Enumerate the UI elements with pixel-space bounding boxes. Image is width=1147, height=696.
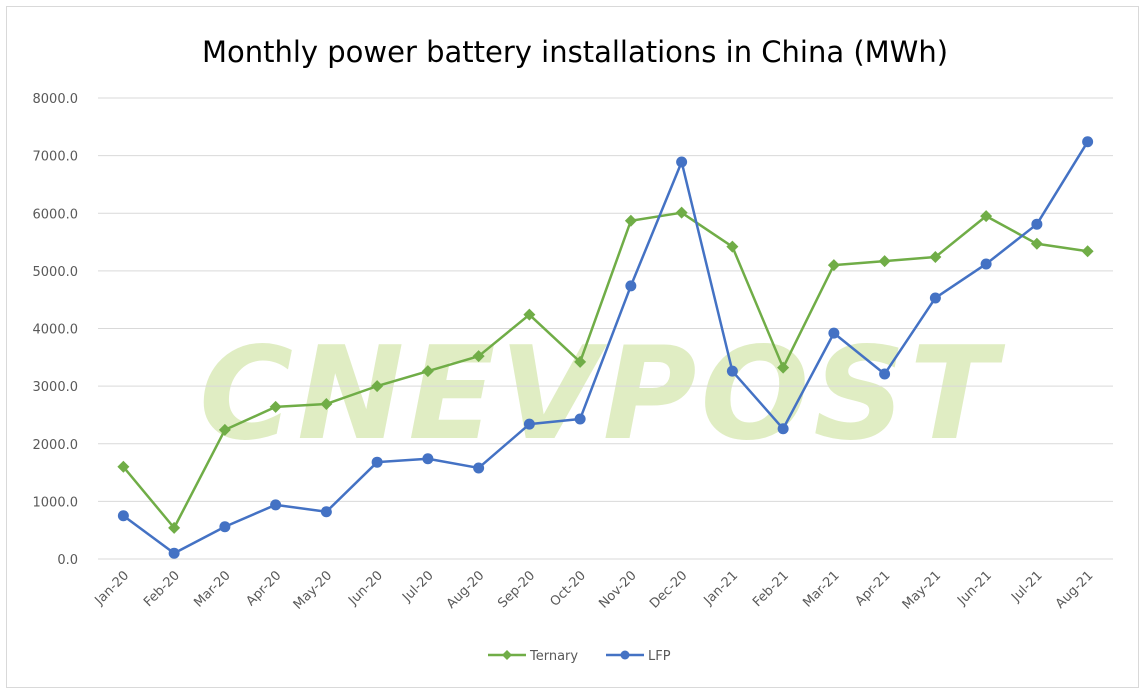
data-point-lfp	[777, 423, 789, 435]
y-tick-label: 3000.0	[33, 380, 79, 395]
data-point-ternary	[574, 355, 587, 368]
series-line-ternary	[122, 211, 1088, 530]
data-point-ternary	[878, 255, 891, 268]
data-point-lfp	[523, 418, 535, 430]
x-tick-label: May-21	[900, 568, 944, 612]
y-tick-label: 1000.0	[33, 495, 79, 510]
data-point-ternary	[269, 400, 282, 413]
x-tick-label: Mar-20	[191, 568, 233, 610]
data-point-ternary	[777, 361, 790, 374]
chart-border	[6, 6, 1139, 688]
data-point-ternary	[675, 206, 688, 219]
x-tick-label: Aug-20	[444, 568, 488, 612]
y-tick-label: 2000.0	[33, 438, 79, 453]
x-tick-label: Mar-21	[800, 568, 842, 610]
x-tick-label: Jul-20	[399, 568, 436, 605]
series-line-lfp	[122, 141, 1089, 555]
data-point-ternary	[117, 460, 130, 473]
data-point-lfp	[574, 413, 586, 425]
x-tick-label: Jun-21	[954, 568, 995, 609]
x-tick-label: Jan-21	[701, 568, 742, 609]
data-point-lfp	[625, 280, 637, 292]
data-point-lfp	[929, 292, 941, 304]
y-tick-label: 7000.0	[33, 150, 79, 165]
data-point-ternary	[371, 380, 384, 393]
legend-marker-icon	[502, 650, 512, 660]
data-point-ternary	[726, 240, 739, 253]
data-point-ternary	[1030, 237, 1043, 250]
data-point-ternary	[472, 350, 485, 363]
x-tick-label: May-20	[291, 568, 335, 612]
data-point-ternary	[980, 210, 993, 223]
data-point-lfp	[726, 365, 738, 377]
data-point-ternary	[421, 365, 434, 378]
x-tick-label: Apr-20	[244, 568, 285, 609]
data-point-lfp	[879, 368, 891, 380]
data-point-ternary	[624, 214, 637, 227]
data-point-lfp	[676, 156, 688, 168]
data-point-ternary	[320, 397, 333, 410]
legend-marker-icon	[620, 650, 630, 660]
x-tick-label: Jul-21	[1008, 568, 1045, 605]
x-tick-label: Feb-20	[141, 568, 183, 610]
data-point-ternary	[1081, 245, 1094, 258]
x-tick-label: Aug-21	[1053, 568, 1097, 612]
data-point-lfp	[828, 327, 840, 339]
data-point-lfp	[219, 521, 231, 533]
data-point-lfp	[473, 462, 485, 474]
legend-label: Ternary	[529, 649, 578, 664]
x-tick-label: Dec-20	[647, 568, 690, 611]
data-point-ternary	[929, 251, 942, 264]
x-tick-label: Sep-20	[495, 568, 538, 611]
x-tick-label: Nov-20	[596, 568, 639, 611]
y-tick-label: 4000.0	[33, 323, 79, 338]
legend-label: LFP	[648, 649, 671, 664]
data-point-ternary	[827, 259, 840, 272]
x-tick-label: Feb-21	[750, 568, 792, 610]
data-point-lfp	[422, 453, 434, 465]
x-tick-label: Jun-20	[345, 568, 386, 609]
data-point-lfp	[270, 499, 282, 511]
y-tick-label: 5000.0	[33, 265, 79, 280]
x-tick-label: Apr-21	[853, 568, 894, 609]
data-point-lfp	[371, 456, 383, 468]
x-tick-label: Jan-20	[92, 568, 133, 609]
y-tick-label: 8000.0	[33, 92, 79, 107]
data-point-lfp	[1031, 218, 1043, 230]
y-tick-label: 6000.0	[33, 207, 79, 222]
data-point-ternary	[218, 423, 231, 436]
data-point-lfp	[320, 506, 332, 518]
data-point-ternary	[168, 521, 181, 534]
data-point-lfp	[168, 547, 180, 559]
data-point-ternary	[523, 308, 536, 321]
data-point-lfp	[980, 258, 992, 270]
watermark-logo: CNEVPOST	[199, 320, 1005, 469]
chart-title: Monthly power battery installations in C…	[202, 35, 948, 69]
x-tick-label: Oct-20	[547, 568, 589, 610]
y-tick-label: 0.0	[57, 553, 78, 568]
data-point-lfp	[117, 510, 129, 522]
data-point-lfp	[1082, 136, 1094, 148]
